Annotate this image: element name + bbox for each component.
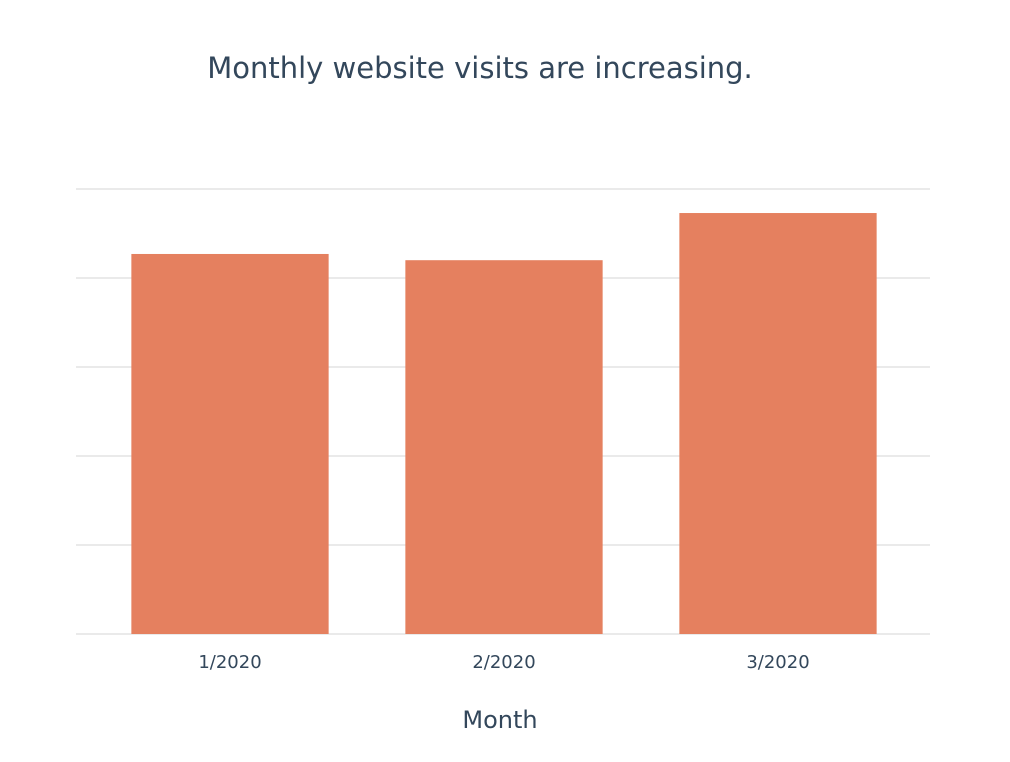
bar: [131, 253, 329, 634]
x-tick-label: 1/2020: [198, 652, 261, 673]
x-tick-label: 2/2020: [472, 652, 535, 673]
bar: [405, 260, 603, 634]
bar: [679, 213, 877, 634]
x-axis-label: Month: [462, 706, 537, 734]
x-tick-label: 3/2020: [746, 652, 809, 673]
chart-title: Monthly website visits are increasing.: [207, 51, 753, 85]
